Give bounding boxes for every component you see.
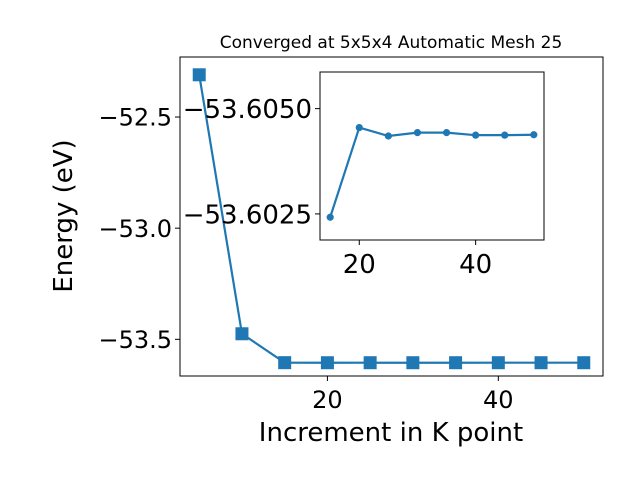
inset-xtick-label: 20 (343, 250, 376, 280)
main-point (192, 68, 206, 82)
inset-point (472, 131, 480, 139)
main-title: Converged at 5x5x4 Automatic Mesh 25 (220, 33, 563, 53)
inset-point (355, 123, 363, 132)
inset-plot: 20 40 −53.6050 −53.6025 (183, 71, 545, 280)
main-point (491, 356, 505, 370)
inset-plot-frame (319, 71, 545, 241)
inset-ytick-label: −53.6025 (183, 200, 312, 230)
main-xtick-label: 40 (483, 386, 514, 414)
main-point (577, 356, 591, 370)
main-point (278, 356, 292, 370)
main-ytick-label: −52.5 (98, 104, 172, 132)
inset-point (413, 129, 422, 137)
main-series-line (198, 74, 584, 364)
main-point (406, 356, 420, 370)
main-ylabel: Energy (eV) (49, 139, 79, 292)
main-point (235, 327, 249, 341)
main-ytick-label: −53.0 (98, 215, 172, 243)
main-xlabel: Increment in K point (259, 418, 523, 448)
main-xtick-label: 20 (312, 386, 343, 414)
inset-point (530, 131, 538, 139)
main-point (449, 356, 463, 370)
inset-point (384, 132, 392, 140)
main-point (534, 356, 548, 370)
inset-point (501, 131, 509, 139)
main-point (320, 356, 334, 370)
inset-point (326, 213, 334, 221)
main-plot: Converged at 5x5x4 Automatic Mesh 25 20 4… (49, 33, 604, 448)
main-point (363, 356, 377, 370)
main-ytick-label: −53.5 (98, 326, 172, 354)
main-plot-frame (179, 56, 604, 377)
inset-xtick-label: 40 (459, 250, 492, 280)
inset-ytick-label: −53.6050 (183, 95, 312, 125)
inset-series-line (329, 126, 534, 218)
inset-point (442, 129, 451, 137)
